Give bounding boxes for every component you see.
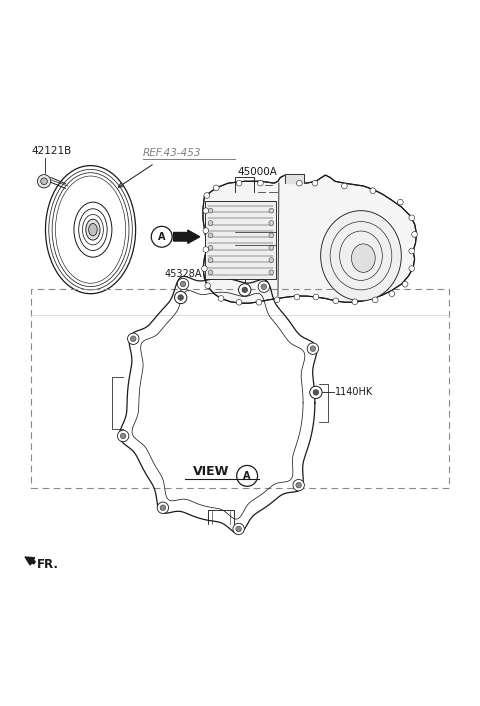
Ellipse shape [74,202,112,257]
Circle shape [307,343,319,354]
Circle shape [202,265,207,271]
Text: VIEW: VIEW [193,465,230,478]
Circle shape [297,180,302,186]
Circle shape [180,281,186,287]
Circle shape [208,258,213,263]
Circle shape [37,174,51,188]
Bar [31,289,449,489]
Circle shape [236,299,242,305]
Circle shape [242,287,248,293]
Circle shape [160,505,166,510]
Circle shape [258,180,263,186]
Ellipse shape [321,210,401,301]
Circle shape [218,296,224,301]
Circle shape [236,180,242,186]
Circle shape [214,185,219,191]
Circle shape [236,526,241,532]
Text: 45328A: 45328A [164,268,202,278]
Circle shape [178,278,189,289]
Circle shape [269,233,274,238]
Circle shape [237,465,258,486]
Circle shape [208,245,213,250]
Circle shape [372,297,378,303]
Circle shape [389,291,395,297]
Circle shape [203,228,209,234]
Circle shape [208,233,213,238]
Circle shape [274,297,280,303]
Circle shape [342,183,347,189]
Circle shape [208,270,213,275]
Text: 42121B: 42121B [31,145,72,155]
Circle shape [409,248,415,254]
Circle shape [203,208,209,213]
Circle shape [261,284,267,289]
Circle shape [233,523,244,534]
Circle shape [294,294,300,300]
Circle shape [296,482,301,488]
Circle shape [312,180,318,186]
Text: REF.43-453: REF.43-453 [143,148,201,157]
Circle shape [203,246,209,253]
Circle shape [41,178,48,184]
Text: FR.: FR. [37,558,59,571]
Circle shape [175,292,187,304]
Ellipse shape [46,166,136,294]
Bar [205,201,276,280]
Ellipse shape [86,219,100,240]
Circle shape [402,282,408,287]
Circle shape [157,502,168,513]
Polygon shape [203,175,417,303]
FancyArrow shape [25,557,36,565]
Circle shape [310,386,322,399]
Circle shape [120,433,126,439]
Ellipse shape [89,224,97,236]
Text: 45000A: 45000A [238,167,277,177]
Circle shape [269,258,274,263]
Circle shape [397,199,403,205]
Text: 1140HK: 1140HK [335,388,373,397]
Circle shape [128,333,139,345]
Circle shape [412,232,418,237]
Circle shape [178,294,183,300]
Circle shape [131,336,136,342]
Circle shape [269,270,274,275]
Circle shape [409,215,415,221]
Circle shape [258,281,270,292]
Circle shape [151,227,172,247]
Circle shape [333,298,339,304]
Circle shape [208,208,213,213]
Circle shape [310,346,316,352]
Circle shape [204,193,210,198]
Text: A: A [158,232,166,241]
Circle shape [208,221,213,225]
Circle shape [370,188,376,193]
Circle shape [409,265,415,271]
Text: A: A [243,471,251,481]
FancyArrow shape [174,230,200,244]
Circle shape [313,294,319,300]
Circle shape [118,430,129,442]
Circle shape [313,390,319,395]
Circle shape [352,299,358,304]
Circle shape [293,479,304,491]
Ellipse shape [351,244,375,273]
Text: 45328A: 45328A [240,261,277,271]
Circle shape [269,208,274,213]
Circle shape [256,299,262,305]
Polygon shape [285,174,304,183]
Circle shape [239,284,251,296]
Circle shape [205,283,211,289]
Circle shape [269,245,274,250]
Circle shape [269,221,274,225]
